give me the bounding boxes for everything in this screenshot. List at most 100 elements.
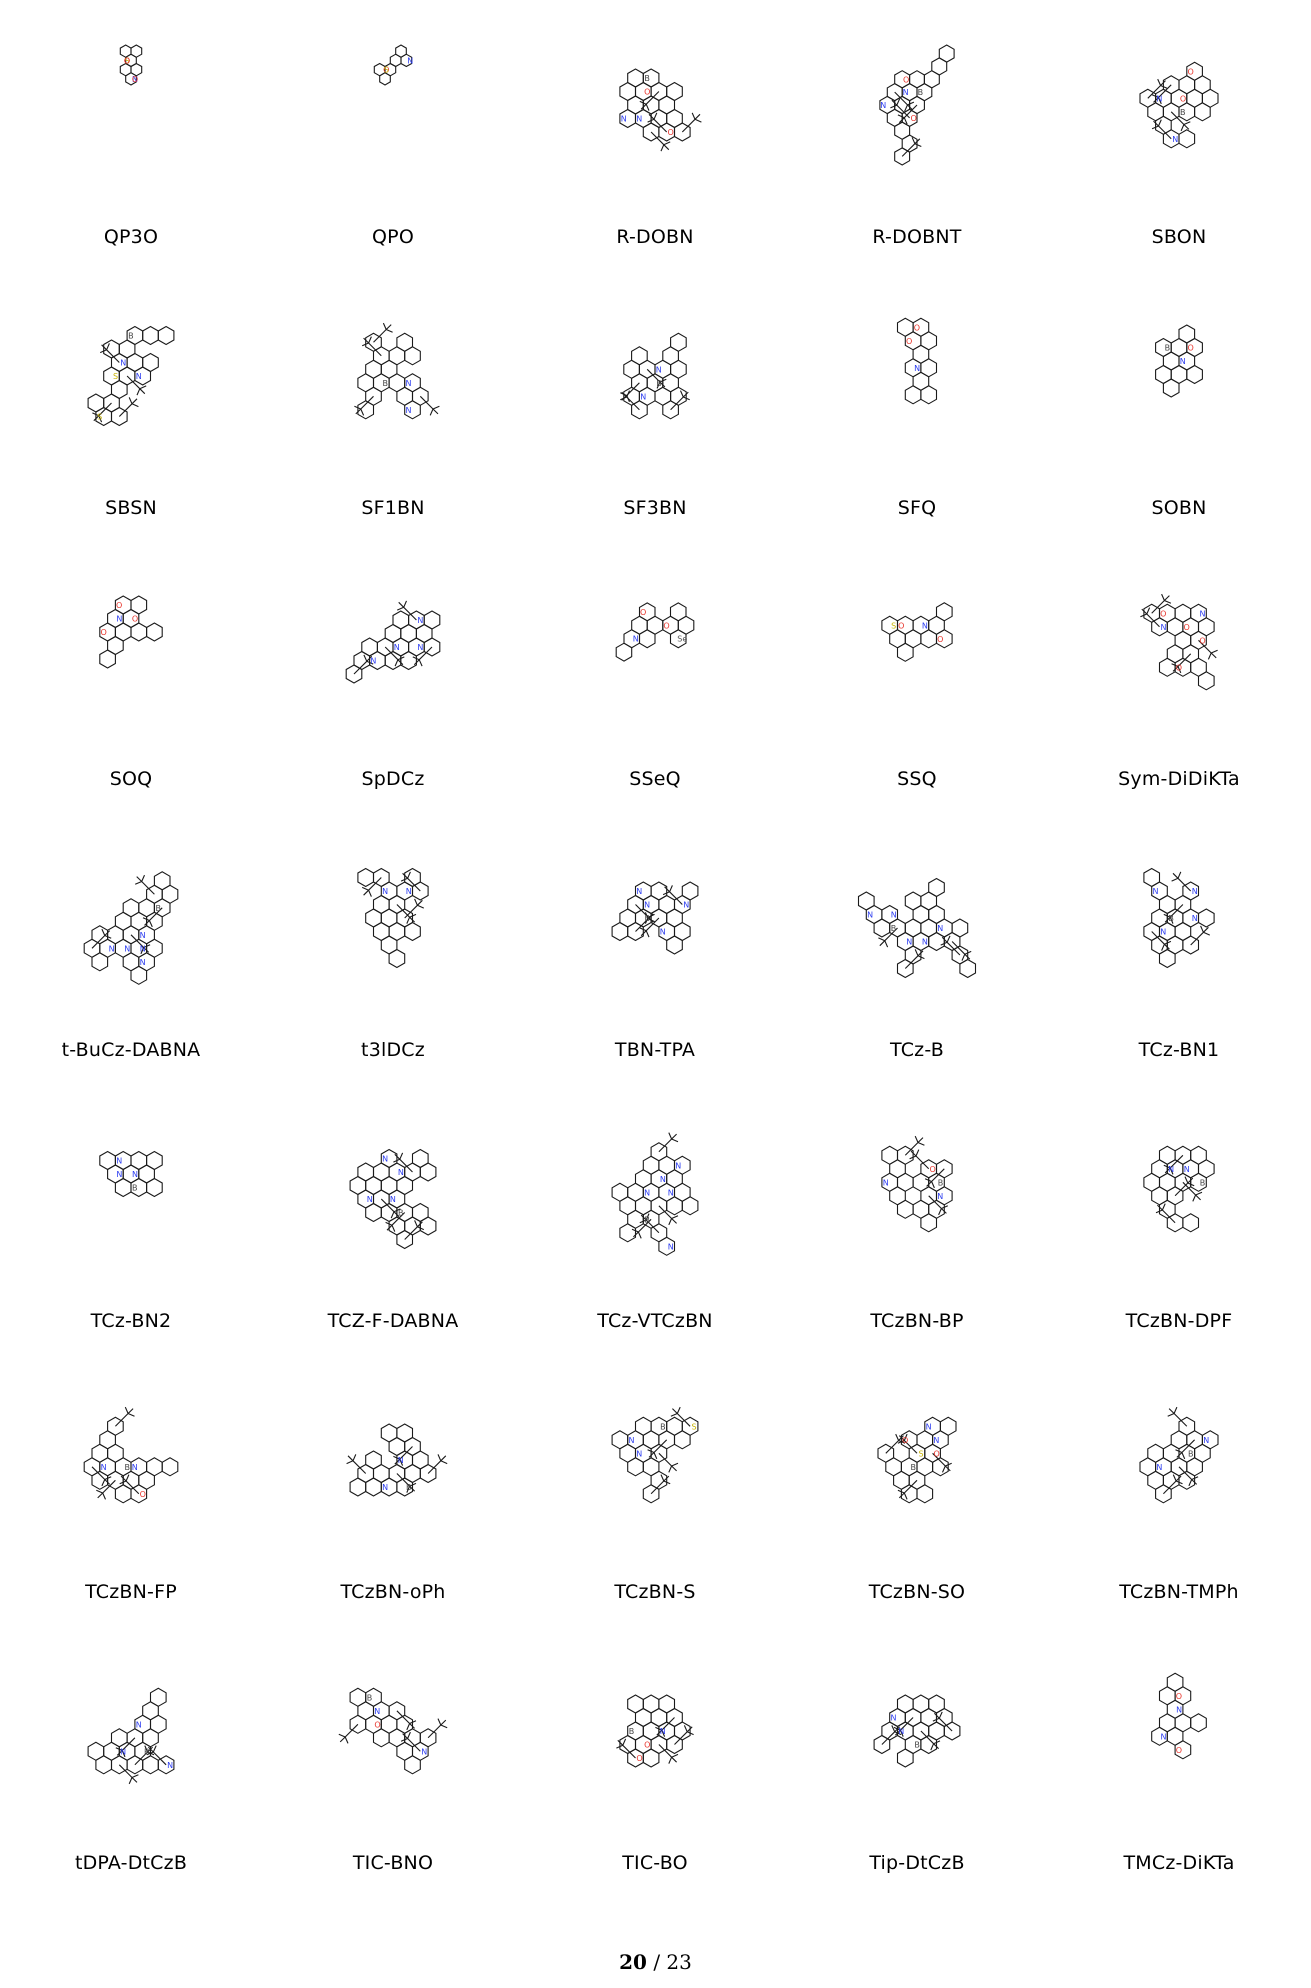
atom-label: O: [937, 635, 943, 644]
ring: [365, 1202, 382, 1223]
ring-system: [619, 1694, 691, 1768]
atom-label: B: [1180, 108, 1186, 117]
molecule-cell: N B N S O O TCzBN-SO: [786, 1355, 1048, 1626]
tert-butyl-branch: [393, 1152, 413, 1173]
molecule-label: SF1BN: [361, 497, 425, 519]
atom-label: B: [644, 1215, 650, 1224]
molecule-label: TCzBN-SO: [868, 1581, 966, 1603]
atom-label: B: [144, 1747, 150, 1756]
atom-label: N: [903, 88, 909, 97]
tert-butyl-branch: [396, 600, 417, 621]
molecule-label: TMCz-DiKTa: [1123, 1852, 1235, 1874]
ring-system: [373, 44, 413, 86]
atom-label: N: [124, 944, 130, 953]
tert-butyl-branch: [670, 1406, 691, 1427]
ring: [920, 1734, 938, 1755]
atom-label: N: [382, 887, 388, 896]
atom-label: N: [382, 1155, 388, 1164]
ring: [932, 1457, 949, 1477]
molecule-cell: N B N O TCzBN-FP: [0, 1355, 262, 1626]
ring: [411, 1148, 429, 1169]
ring: [928, 877, 945, 898]
ring: [1178, 1470, 1196, 1490]
atom-label: B: [910, 1463, 916, 1472]
ring: [627, 1694, 644, 1714]
atom-label: N: [421, 1747, 427, 1756]
ring: [349, 1175, 367, 1196]
ring-system: [357, 332, 429, 420]
tert-butyl-branch: [650, 1474, 671, 1495]
tert-butyl-branch: [134, 1745, 155, 1766]
ring: [357, 400, 375, 420]
ring: [1201, 88, 1219, 108]
tert-butyl-branch: [904, 949, 925, 969]
ring: [1166, 1213, 1184, 1233]
ring: [615, 642, 633, 662]
ring: [146, 1457, 163, 1477]
atom-label: N: [891, 1714, 897, 1723]
ring: [650, 1142, 668, 1162]
ring: [1162, 378, 1180, 398]
atom-label: N: [136, 1720, 142, 1729]
tert-butyl-branch: [354, 395, 374, 416]
atom-label: O: [933, 1449, 939, 1458]
atom-label: N: [136, 372, 142, 381]
atom-label: O: [914, 323, 920, 332]
ring: [627, 921, 644, 942]
ring: [114, 1484, 132, 1504]
tert-butyl-branch: [142, 907, 163, 928]
ring-system: [83, 1416, 179, 1504]
atom-label: S: [97, 413, 102, 422]
ring-system: [83, 871, 179, 985]
ring: [681, 1196, 699, 1216]
ring: [365, 1450, 382, 1470]
tert-butyl-branch: [91, 1466, 112, 1487]
ring: [1155, 1484, 1172, 1504]
atom-label: O: [906, 337, 912, 346]
page-separator: /: [653, 1950, 661, 1974]
molecule-cell: N O B O TIC-BO: [524, 1626, 786, 1897]
atom-label: N: [867, 911, 873, 920]
atom-label: S: [891, 621, 896, 630]
atom-label: O: [1184, 623, 1190, 632]
ring: [894, 70, 911, 89]
tert-butyl-branch: [920, 1730, 941, 1751]
molecule-cell: N N B N TCz-BN2: [0, 1084, 262, 1355]
tert-butyl-branch: [662, 885, 683, 905]
atom-label: N: [668, 1188, 674, 1197]
ring: [345, 664, 363, 684]
tert-butyl-branch: [118, 1764, 139, 1785]
atom-label: N: [140, 944, 146, 953]
molecule-label: SSQ: [897, 768, 937, 790]
molecule-label: TCzBN-TMPh: [1119, 1581, 1239, 1603]
ring: [896, 931, 914, 952]
molecule-structure-drawing: N B N S: [611, 1406, 699, 1504]
ring: [1151, 908, 1168, 928]
ring: [142, 1728, 159, 1748]
tert-butyl-branch: [92, 402, 112, 423]
molecule-structure-drawing: N B N N: [87, 1687, 175, 1785]
atom-label: N: [1192, 914, 1198, 923]
ring: [896, 1694, 914, 1714]
ring: [912, 1694, 930, 1714]
ring: [83, 938, 101, 958]
atom-label: B: [644, 74, 650, 83]
atom-label: N: [132, 1463, 138, 1472]
tert-butyl-branch: [361, 877, 382, 897]
tert-butyl-branch: [620, 390, 640, 411]
molecule-label: R-DOBN: [616, 226, 694, 248]
tert-butyl-branch: [1151, 593, 1172, 614]
ring: [357, 1701, 375, 1721]
ring: [896, 317, 914, 337]
atom-label: O: [116, 601, 122, 610]
molecule-label: TCzBN-DPF: [1125, 1310, 1233, 1332]
ring: [673, 1430, 691, 1450]
ring: [873, 1734, 891, 1755]
ring: [619, 108, 637, 129]
atom-label: O: [668, 128, 674, 137]
